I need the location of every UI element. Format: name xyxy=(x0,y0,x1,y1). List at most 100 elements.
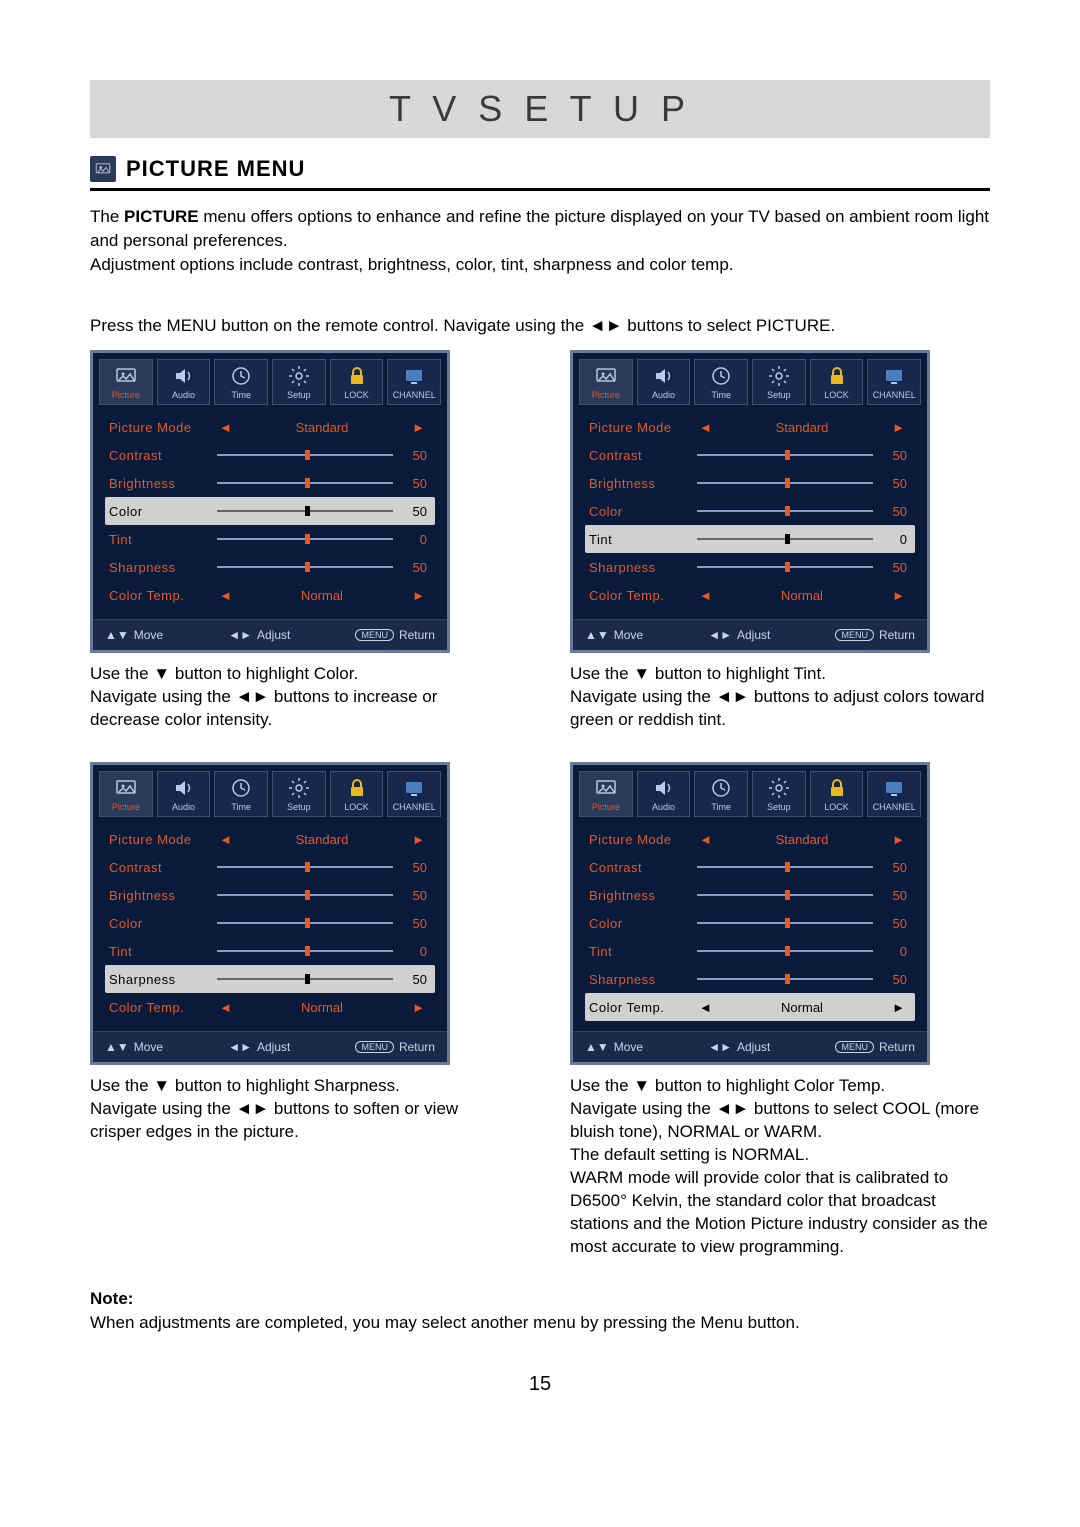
osd-spinner[interactable]: ◄Standard► xyxy=(693,832,911,847)
osd-row-ti[interactable]: Tint0 xyxy=(585,525,915,553)
osd-tab-picture[interactable]: Picture xyxy=(579,359,633,405)
arrow-left-icon[interactable]: ◄ xyxy=(699,420,712,435)
osd-slider[interactable]: 50 xyxy=(693,448,911,463)
osd-row-pm[interactable]: Picture Mode◄Standard► xyxy=(585,413,915,441)
osd-slider[interactable]: 50 xyxy=(213,888,431,903)
osd-row-co[interactable]: Contrast50 xyxy=(585,441,915,469)
osd-slider[interactable]: 50 xyxy=(693,504,911,519)
osd-tab-lock[interactable]: LOCK xyxy=(810,771,864,817)
osd-tab-audio[interactable]: Audio xyxy=(637,771,691,817)
osd-tab-time[interactable]: Time xyxy=(214,771,268,817)
osd-slider[interactable]: 50 xyxy=(693,476,911,491)
osd-row-br[interactable]: Brightness50 xyxy=(105,469,435,497)
osd-spinner[interactable]: ◄Normal► xyxy=(693,588,911,603)
arrow-left-icon[interactable]: ◄ xyxy=(219,588,232,603)
osd-row-label: Color Temp. xyxy=(589,588,693,603)
arrow-left-icon[interactable]: ◄ xyxy=(219,420,232,435)
osd-slider[interactable]: 0 xyxy=(213,532,431,547)
osd-spinner[interactable]: ◄Normal► xyxy=(213,588,431,603)
osd-slider[interactable]: 50 xyxy=(693,888,911,903)
osd-row-pm[interactable]: Picture Mode◄Standard► xyxy=(585,825,915,853)
osd-row-co[interactable]: Contrast50 xyxy=(105,853,435,881)
osd-tab-audio[interactable]: Audio xyxy=(637,359,691,405)
arrow-left-icon[interactable]: ◄ xyxy=(699,1000,712,1015)
osd-slider[interactable]: 50 xyxy=(693,860,911,875)
osd-row-co[interactable]: Contrast50 xyxy=(105,441,435,469)
section-title: PICTURE MENU xyxy=(126,156,305,182)
osd-tab-setup[interactable]: Setup xyxy=(272,359,326,405)
osd-tab-audio[interactable]: Audio xyxy=(157,359,211,405)
osd-tab-lock[interactable]: LOCK xyxy=(330,771,384,817)
arrow-right-icon[interactable]: ► xyxy=(412,588,425,603)
osd-tab-time[interactable]: Time xyxy=(214,359,268,405)
arrow-left-icon[interactable]: ◄ xyxy=(699,588,712,603)
osd-row-ct[interactable]: Color Temp.◄Normal► xyxy=(105,581,435,609)
osd-row-co[interactable]: Contrast50 xyxy=(585,853,915,881)
osd-row-pm[interactable]: Picture Mode◄Standard► xyxy=(105,413,435,441)
osd-tab-time[interactable]: Time xyxy=(694,771,748,817)
osd-tab-setup[interactable]: Setup xyxy=(752,771,806,817)
osd-row-ti[interactable]: Tint0 xyxy=(105,937,435,965)
osd-spinner[interactable]: ◄Standard► xyxy=(693,420,911,435)
osd-slider[interactable]: 50 xyxy=(213,476,431,491)
menu-pill-icon: MENU xyxy=(355,1041,394,1053)
osd-slider[interactable]: 50 xyxy=(693,916,911,931)
osd-slider[interactable]: 0 xyxy=(213,944,431,959)
osd-spinner[interactable]: ◄Normal► xyxy=(693,1000,911,1015)
arrow-left-icon[interactable]: ◄ xyxy=(219,1000,232,1015)
arrow-left-icon[interactable]: ◄ xyxy=(699,832,712,847)
osd-row-cl[interactable]: Color50 xyxy=(105,909,435,937)
osd-row-ct[interactable]: Color Temp.◄Normal► xyxy=(585,581,915,609)
osd-row-ti[interactable]: Tint0 xyxy=(585,937,915,965)
osd-row-br[interactable]: Brightness50 xyxy=(585,469,915,497)
osd-row-sh[interactable]: Sharpness50 xyxy=(585,965,915,993)
osd-slider[interactable]: 50 xyxy=(213,504,431,519)
osd-slider[interactable]: 50 xyxy=(693,972,911,987)
osd-slider[interactable]: 0 xyxy=(693,532,911,547)
osd-tab-time[interactable]: Time xyxy=(694,359,748,405)
osd-tab-channel[interactable]: CHANNEL xyxy=(867,359,921,405)
osd-slider[interactable]: 50 xyxy=(213,916,431,931)
osd-row-ct[interactable]: Color Temp.◄Normal► xyxy=(585,993,915,1021)
osd-tab-channel[interactable]: CHANNEL xyxy=(387,359,441,405)
osd-row-sh[interactable]: Sharpness50 xyxy=(105,553,435,581)
arrow-right-icon[interactable]: ► xyxy=(892,420,905,435)
osd-tab-setup[interactable]: Setup xyxy=(272,771,326,817)
osd-slider[interactable]: 50 xyxy=(213,448,431,463)
osd-row-ti[interactable]: Tint0 xyxy=(105,525,435,553)
osd-body: Picture Mode◄Standard►Contrast50Brightne… xyxy=(573,405,927,619)
osd-slider[interactable]: 50 xyxy=(213,860,431,875)
osd-tab-channel[interactable]: CHANNEL xyxy=(867,771,921,817)
osd-row-ct[interactable]: Color Temp.◄Normal► xyxy=(105,993,435,1021)
osd-row-cl[interactable]: Color50 xyxy=(585,909,915,937)
arrow-right-icon[interactable]: ► xyxy=(412,420,425,435)
osd-slider[interactable]: 50 xyxy=(213,560,431,575)
arrow-left-icon[interactable]: ◄ xyxy=(219,832,232,847)
osd-slider[interactable]: 0 xyxy=(693,944,911,959)
osd-spinner[interactable]: ◄Normal► xyxy=(213,1000,431,1015)
arrow-right-icon[interactable]: ► xyxy=(892,832,905,847)
osd-slider[interactable]: 50 xyxy=(693,560,911,575)
arrow-right-icon[interactable]: ► xyxy=(412,1000,425,1015)
osd-row-pm[interactable]: Picture Mode◄Standard► xyxy=(105,825,435,853)
arrow-right-icon[interactable]: ► xyxy=(892,1000,905,1015)
arrow-right-icon[interactable]: ► xyxy=(412,832,425,847)
osd-slider[interactable]: 50 xyxy=(213,972,431,987)
osd-spinner[interactable]: ◄Standard► xyxy=(213,832,431,847)
osd-tab-audio[interactable]: Audio xyxy=(157,771,211,817)
osd-tab-picture[interactable]: Picture xyxy=(99,359,153,405)
osd-tab-lock[interactable]: LOCK xyxy=(330,359,384,405)
arrow-right-icon[interactable]: ► xyxy=(892,588,905,603)
osd-spinner[interactable]: ◄Standard► xyxy=(213,420,431,435)
osd-tab-setup[interactable]: Setup xyxy=(752,359,806,405)
osd-row-br[interactable]: Brightness50 xyxy=(105,881,435,909)
osd-row-sh[interactable]: Sharpness50 xyxy=(585,553,915,581)
osd-tab-channel[interactable]: CHANNEL xyxy=(387,771,441,817)
osd-row-br[interactable]: Brightness50 xyxy=(585,881,915,909)
osd-row-cl[interactable]: Color50 xyxy=(105,497,435,525)
osd-row-sh[interactable]: Sharpness50 xyxy=(105,965,435,993)
osd-tab-lock[interactable]: LOCK xyxy=(810,359,864,405)
osd-tab-picture[interactable]: Picture xyxy=(579,771,633,817)
osd-tab-picture[interactable]: Picture xyxy=(99,771,153,817)
osd-row-cl[interactable]: Color50 xyxy=(585,497,915,525)
